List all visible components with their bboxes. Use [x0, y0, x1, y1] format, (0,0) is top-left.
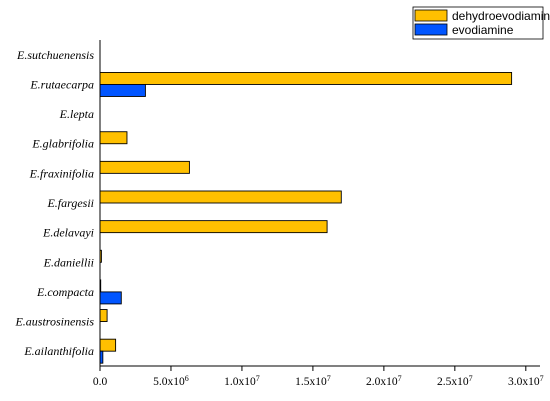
bar-dehydroevodiamine-1 — [99, 72, 513, 85]
bar-dehydroevodiamine-5 — [99, 190, 342, 204]
category-label-0: E.sutchuenensis — [16, 48, 94, 62]
legend-swatch-evodiamine — [414, 23, 448, 36]
x-tick-label-6: 3.0x107 — [508, 374, 544, 388]
category-label-3: E.glabrifolia — [31, 137, 94, 151]
x-tick-label-5: 2.5x107 — [437, 374, 473, 388]
x-tick-label-4: 2.0x107 — [366, 374, 402, 388]
legend-label-dehydroevodiamine: dehydroevodiamine — [452, 9, 550, 23]
bar-dehydroevodiamine-6 — [99, 220, 328, 234]
category-label-4: E.fraxinifolia — [29, 166, 94, 180]
bar-evodiamine-8 — [99, 291, 122, 305]
category-label-10: E.ailanthifolia — [23, 344, 94, 358]
plot-area — [99, 72, 513, 364]
bar-evodiamine-1 — [99, 84, 146, 97]
category-label-6: E.delavayi — [42, 226, 94, 240]
category-label-7: E.daniellii — [43, 255, 94, 269]
legend-swatch-dehydroevodiamine — [414, 9, 448, 22]
legend-label-evodiamine: evodiamine — [452, 23, 514, 37]
bar-dehydroevodiamine-10 — [99, 338, 117, 352]
bar-dehydroevodiamine-3 — [99, 131, 128, 145]
bar-dehydroevodiamine-4 — [99, 160, 190, 174]
category-label-1: E.rutaecarpa — [29, 77, 94, 91]
x-tick-label-1: 5.0x106 — [153, 374, 189, 388]
bar-dehydroevodiamine-9 — [99, 309, 108, 322]
x-tick-label-2: 1.0x107 — [224, 374, 260, 388]
category-label-9: E.austrosinensis — [14, 315, 94, 329]
category-label-5: E.fargesii — [46, 196, 94, 210]
axes: E.sutchuenensis E.rutaecarpa E.lepta E.glab… — [14, 40, 544, 388]
category-label-2: E.lepta — [59, 107, 94, 121]
category-label-8: E.compacta — [36, 285, 94, 299]
x-tick-label-3: 1.5x107 — [295, 374, 331, 388]
x-tick-label-0: 0.0 — [93, 376, 108, 388]
